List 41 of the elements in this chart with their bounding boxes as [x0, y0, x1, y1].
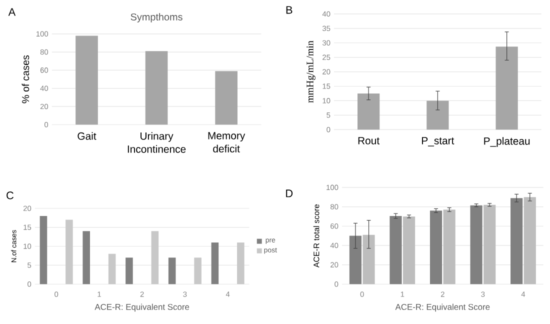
- x-tick-label: Rout: [358, 137, 380, 144]
- text: C: [6, 192, 14, 200]
- bar: [426, 100, 449, 130]
- text: B: [286, 6, 292, 14]
- bar: [66, 220, 73, 284]
- x-tick-label: P_start: [422, 137, 454, 146]
- bar: [470, 205, 482, 284]
- x-axis-title: ACE-R: Equivalent Score: [395, 304, 490, 312]
- text: A: [8, 8, 16, 16]
- bar: [76, 36, 98, 125]
- bar: [443, 210, 456, 284]
- chart-title: Sympthoms: [130, 13, 182, 22]
- bar: [430, 210, 442, 284]
- x-axis-title: ACE-R: Equivalent Score: [94, 304, 190, 312]
- bar: [168, 258, 176, 284]
- x-tick-label: Urinary Incontinence: [128, 132, 186, 153]
- bar: [215, 71, 238, 125]
- bar: [358, 93, 380, 130]
- bar: [524, 197, 536, 284]
- bar: [151, 231, 159, 284]
- x-tick-label: Memory deficit: [208, 132, 246, 152]
- text: D: [286, 190, 293, 198]
- bar: [194, 258, 202, 284]
- bar: [510, 198, 523, 284]
- bar: [390, 216, 402, 284]
- bar: [126, 258, 133, 284]
- bar: [484, 204, 496, 284]
- x-tick-label: Gait: [78, 132, 96, 140]
- bar: [82, 231, 90, 284]
- x-tick-label: P_plateau: [484, 137, 530, 147]
- y-axis-title: mmHg/mL/min: [306, 40, 316, 103]
- bar: [211, 242, 219, 284]
- bar: [403, 216, 416, 284]
- bar: [237, 242, 244, 284]
- bar: [362, 234, 375, 284]
- y-axis-title: % of cases: [22, 55, 30, 104]
- bar: [496, 46, 518, 130]
- bar: [145, 51, 168, 125]
- bar: [40, 216, 48, 284]
- bar: [108, 254, 116, 284]
- bar: [349, 236, 362, 284]
